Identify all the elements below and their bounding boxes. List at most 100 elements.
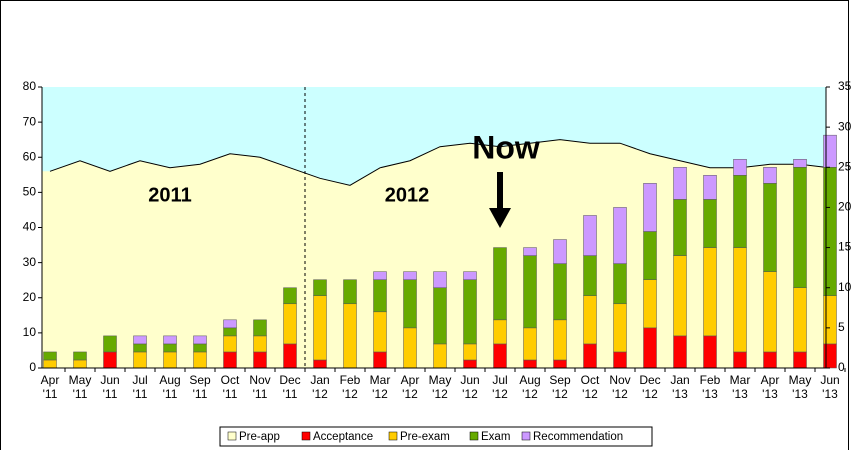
bar-segment (733, 247, 747, 353)
x-tick-label: Jan '12 (310, 373, 330, 401)
x-tick-label: Apr '12 (400, 373, 420, 401)
bar-segment (583, 343, 597, 369)
legend-swatch (301, 431, 311, 441)
bar-segment (823, 295, 837, 345)
x-tick-label: May '13 (788, 373, 812, 401)
x-tick-label: Sep '11 (189, 373, 211, 401)
bar-segment (613, 303, 627, 353)
x-tick-label: Mar '12 (369, 373, 391, 401)
y-tick-label: 50 (23, 185, 37, 199)
bar-segment (733, 175, 747, 248)
y-tick-label: 40 (23, 220, 37, 234)
bar-segment (793, 159, 807, 168)
bar-segment (823, 167, 837, 296)
legend-label: Pre-exam (400, 431, 450, 443)
x-tick-label: Dec '12 (639, 373, 661, 401)
bar-segment (673, 255, 687, 337)
bar-segment (433, 287, 447, 345)
bar-segment (313, 359, 327, 369)
bar-segment (553, 239, 567, 264)
bar-segment (643, 327, 657, 369)
bar-segment (763, 167, 777, 184)
bar-segment (733, 159, 747, 176)
bar-segment (313, 279, 327, 296)
bar-segment (463, 279, 477, 345)
bar-segment (253, 319, 267, 337)
bar-segment (343, 279, 357, 305)
area-fill (42, 139, 826, 368)
bar-segment (223, 351, 237, 369)
y2-tick-label: 25 (838, 159, 852, 173)
x-tick-label: Sep '12 (549, 373, 571, 401)
bar-segment (43, 351, 57, 361)
bar-segment (553, 319, 567, 361)
bar-segment (223, 327, 237, 337)
bar-segment (523, 255, 537, 329)
bar-segment (673, 199, 687, 256)
legend-swatch (388, 431, 398, 441)
arrow-head (489, 208, 511, 228)
y-tick-label: 80 (23, 79, 37, 93)
plot-area (42, 87, 826, 368)
bar-segment (793, 167, 807, 288)
x-tick-label: Jun '13 (820, 373, 840, 401)
annotation: 2011 (148, 184, 191, 206)
bar-segment (493, 343, 507, 369)
bar-segment (763, 351, 777, 369)
bar-segment (193, 351, 207, 369)
legend: Pre-app Acceptance Pre-exam Exam Recommendat… (219, 426, 653, 447)
bar-segment (583, 295, 597, 345)
legend-swatch (469, 431, 479, 441)
bar-segment (283, 287, 297, 305)
bar-segment (793, 351, 807, 369)
x-tick-label: Nov '12 (609, 373, 631, 401)
x-tick-label: Apr '13 (760, 373, 780, 401)
x-tick-label: Apr '11 (40, 373, 60, 401)
bar-segment (763, 183, 777, 272)
bar-segment (823, 134, 837, 168)
bar-segment (703, 335, 717, 369)
bar-segment (703, 175, 717, 200)
x-tick-label: Mar '13 (729, 373, 751, 401)
y2-tick-label: 30 (838, 119, 852, 133)
bar-segment (523, 327, 537, 361)
bar-segment (163, 335, 177, 345)
bar-segment (703, 247, 717, 337)
area-line (49, 139, 826, 186)
y-tick-label: 30 (23, 255, 37, 269)
bar-segment (253, 351, 267, 369)
bar-segment (223, 319, 237, 329)
bar-segment (703, 199, 717, 248)
bar-segment (733, 351, 747, 369)
x-tick-label: Aug '11 (159, 373, 181, 401)
overlay: 0 10 20 30 40 50 60 70 80 0 5 10 15 20 25 30 35 2011 2012 N… (23, 79, 852, 447)
bar-segment (373, 279, 387, 313)
legend-label: Acceptance (313, 431, 373, 443)
x-tick-label: Jul '12 (492, 373, 508, 401)
bar-segment (73, 359, 87, 369)
bar-segment (673, 335, 687, 369)
bar-segment (643, 183, 657, 232)
x-tick-label: Jun '12 (460, 373, 480, 401)
bar-segment (193, 335, 207, 345)
bar-segment (463, 271, 477, 280)
bar-segment (43, 359, 57, 369)
bar-segment (373, 351, 387, 369)
bar-segment (823, 343, 837, 369)
legend-label: Pre-app (239, 431, 280, 443)
bar-segment (103, 351, 117, 369)
bar-segment (253, 335, 267, 353)
bar-segment (163, 343, 177, 353)
y2-tick-label: 10 (838, 280, 852, 294)
bar-segment (133, 351, 147, 369)
bar-segment (103, 335, 117, 353)
x-tick-label: Nov '11 (249, 373, 271, 401)
legend-box (219, 426, 653, 447)
bar-segment (193, 343, 207, 353)
bar-segment (583, 255, 597, 296)
x-tick-label: Feb '12 (339, 373, 361, 401)
bar-segment (223, 335, 237, 353)
